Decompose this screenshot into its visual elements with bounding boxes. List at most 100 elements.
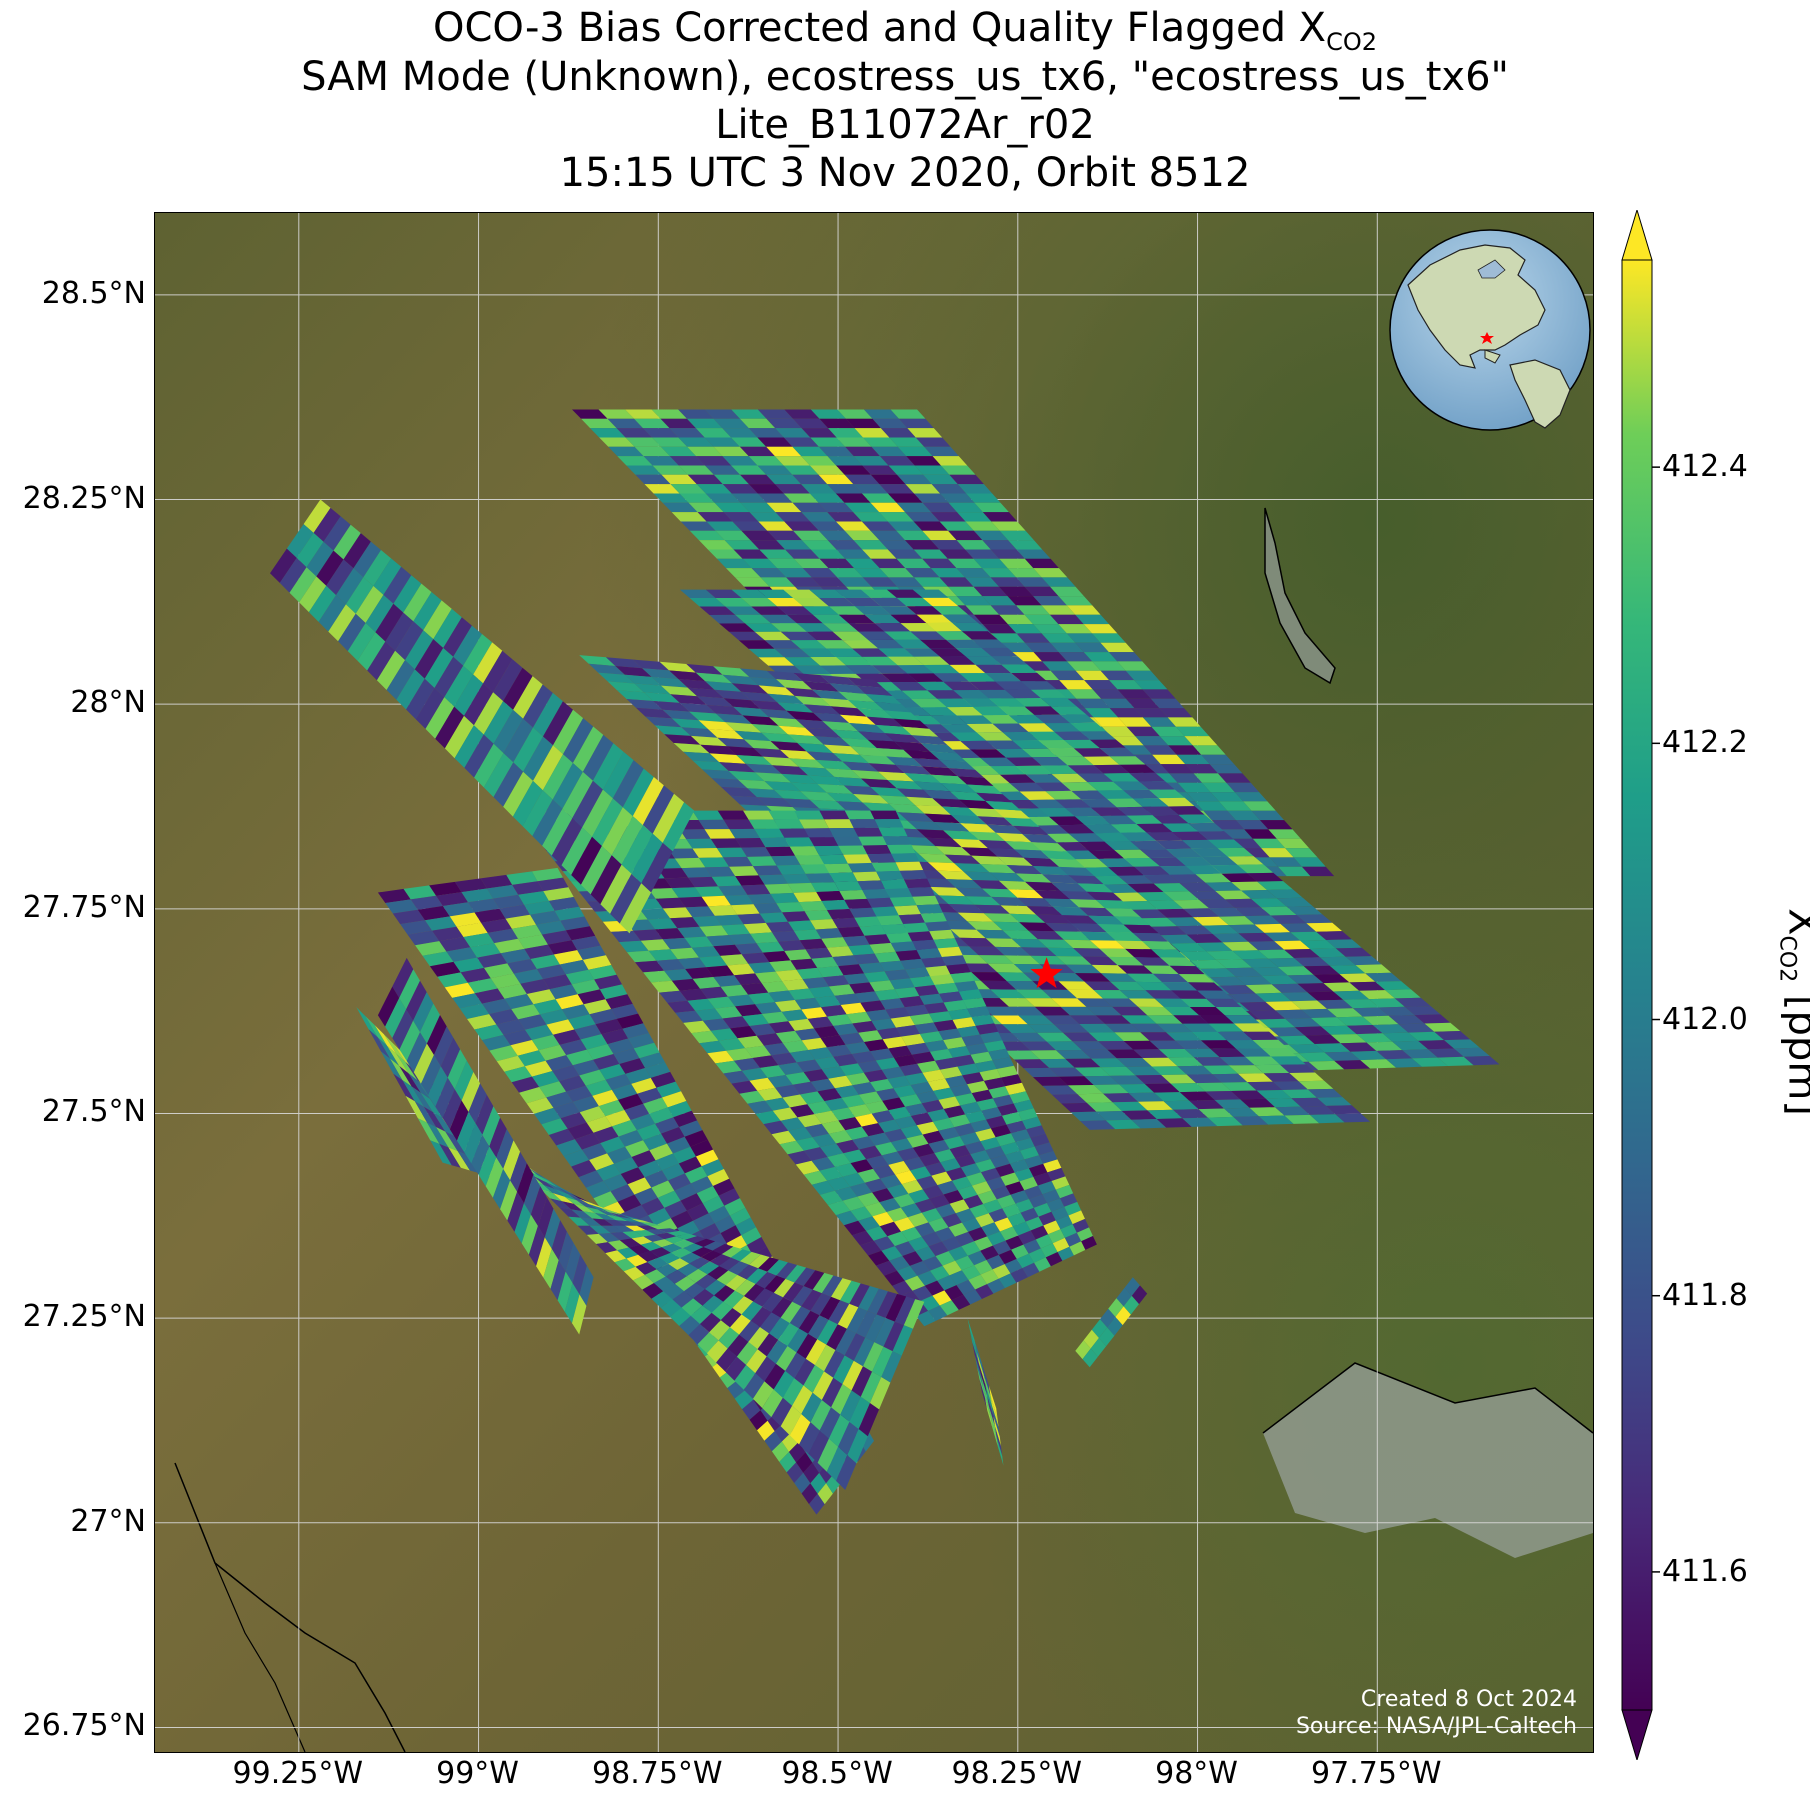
xco2-footprint (879, 568, 914, 578)
xco2-footprint (399, 1066, 421, 1093)
xco2-footprint (839, 1063, 864, 1076)
xco2-footprint (957, 1025, 980, 1038)
xco2-footprint (767, 1075, 793, 1088)
xco2-footprint (980, 1269, 999, 1285)
xco2-footprint (586, 1116, 612, 1133)
xco2-footprint (838, 1421, 859, 1455)
xco2-footprint (776, 864, 806, 875)
xco2-footprint (718, 885, 748, 896)
xco2-footprint (941, 465, 976, 475)
xco2-footprint (827, 908, 855, 920)
xco2-footprint (980, 1245, 999, 1260)
xco2-footprint (347, 623, 376, 661)
xco2-footprint (893, 718, 930, 729)
xco2-footprint (978, 839, 1015, 850)
xco2-footprint (823, 975, 850, 987)
xco2-footprint (995, 1426, 1003, 1456)
xco2-footprint (1025, 881, 1061, 891)
xco2-footprint (1343, 999, 1379, 1009)
xco2-footprint (787, 1328, 809, 1353)
xco2-footprint (741, 1067, 768, 1081)
xco2-footprint (996, 1065, 1018, 1078)
xco2-footprint (563, 718, 594, 763)
xco2-footprint (1296, 914, 1333, 924)
xco2-footprint (612, 1120, 637, 1137)
central-america-landmass (1484, 349, 1501, 364)
xco2-footprint (762, 951, 791, 963)
xco2-footprint (901, 1227, 922, 1242)
xco2-footprint (769, 960, 797, 972)
xco2-footprint (690, 735, 727, 747)
xco2-footprint (1112, 1006, 1148, 1016)
xco2-footprint (1051, 882, 1087, 892)
xco2-footprint (815, 928, 843, 939)
xco2-footprint (1210, 792, 1244, 802)
xco2-footprint (937, 870, 973, 880)
xco2-footprint (655, 1117, 680, 1134)
xco2-footprint (869, 980, 895, 992)
xco2-footprint (582, 789, 613, 837)
xco2-footprint (552, 1065, 580, 1082)
xco2-footprint (770, 741, 807, 752)
xco2-footprint (1015, 873, 1052, 883)
xco2-footprint (836, 549, 871, 559)
xco2-footprint (966, 1043, 989, 1055)
xco2-footprint (911, 698, 947, 708)
xco2-footprint (958, 799, 995, 810)
xco2-footprint (1005, 1082, 1026, 1095)
xco2-footprint (845, 1126, 869, 1140)
xco2-footprint (778, 1323, 799, 1346)
xco2-footprint (1014, 1059, 1050, 1069)
xco2-footprint (627, 950, 657, 963)
map-panel[interactable]: Created 8 Oct 2024 Source: NASA/JPL-Calt… (154, 212, 1594, 1753)
xco2-footprint (854, 991, 881, 1003)
xco2-footprint (755, 1356, 776, 1382)
xco2-footprint (1011, 1244, 1029, 1259)
xco2-footprint (852, 1230, 874, 1246)
xco2-footprint (759, 549, 794, 559)
xco2-footprint (643, 1133, 667, 1151)
xco2-footprint (686, 1268, 708, 1283)
xco2-footprint (631, 1150, 656, 1168)
xco2-footprint (664, 734, 701, 745)
xco2-footprint (1217, 847, 1254, 857)
xco2-footprint (794, 1358, 815, 1386)
xco2-footprint (943, 1037, 967, 1049)
xco2-footprint (749, 1254, 770, 1269)
xco2-footprint (1160, 934, 1197, 944)
xco2-footprint (833, 836, 863, 846)
xco2-footprint (1033, 1203, 1052, 1217)
xco2-footprint (975, 1128, 996, 1142)
xco2-footprint (657, 868, 689, 879)
xco2-footprint (1324, 1051, 1361, 1061)
xco2-footprint (279, 557, 307, 593)
xco2-footprint (1289, 1072, 1325, 1082)
xco2-footprint (496, 1019, 525, 1035)
xco2-footprint (1091, 1058, 1127, 1068)
xco2-footprint (833, 1355, 854, 1384)
xco2-footprint (992, 1015, 1028, 1025)
xco2-footprint (383, 566, 412, 604)
xco2-footprint (892, 1280, 913, 1296)
xco2-footprint (1170, 1083, 1206, 1093)
xco2-footprint (1120, 832, 1157, 842)
xco2-footprint (399, 1020, 420, 1061)
xco2-footprint (865, 693, 902, 705)
xco2-footprint (1330, 1034, 1367, 1044)
xco2-footprint (1146, 832, 1183, 841)
xco2-footprint (1214, 1099, 1250, 1109)
xco2-footprint (1192, 745, 1226, 755)
xco2-footprint (739, 1320, 760, 1342)
xco2-footprint (1307, 991, 1344, 1001)
xco2-footprint (1376, 1050, 1412, 1060)
xco2-footprint (884, 631, 921, 640)
xco2-footprint (695, 1274, 717, 1289)
xco2-footprint (963, 997, 987, 1009)
xco2-footprint (1001, 1074, 1022, 1087)
xco2-footprint (1182, 1117, 1218, 1127)
xco2-footprint (1005, 1181, 1025, 1195)
xco2-footprint (948, 1008, 972, 1020)
xco2-footprint (714, 502, 750, 513)
xco2-footprint (1033, 624, 1067, 634)
xco2-footprint (1259, 1018, 1295, 1028)
